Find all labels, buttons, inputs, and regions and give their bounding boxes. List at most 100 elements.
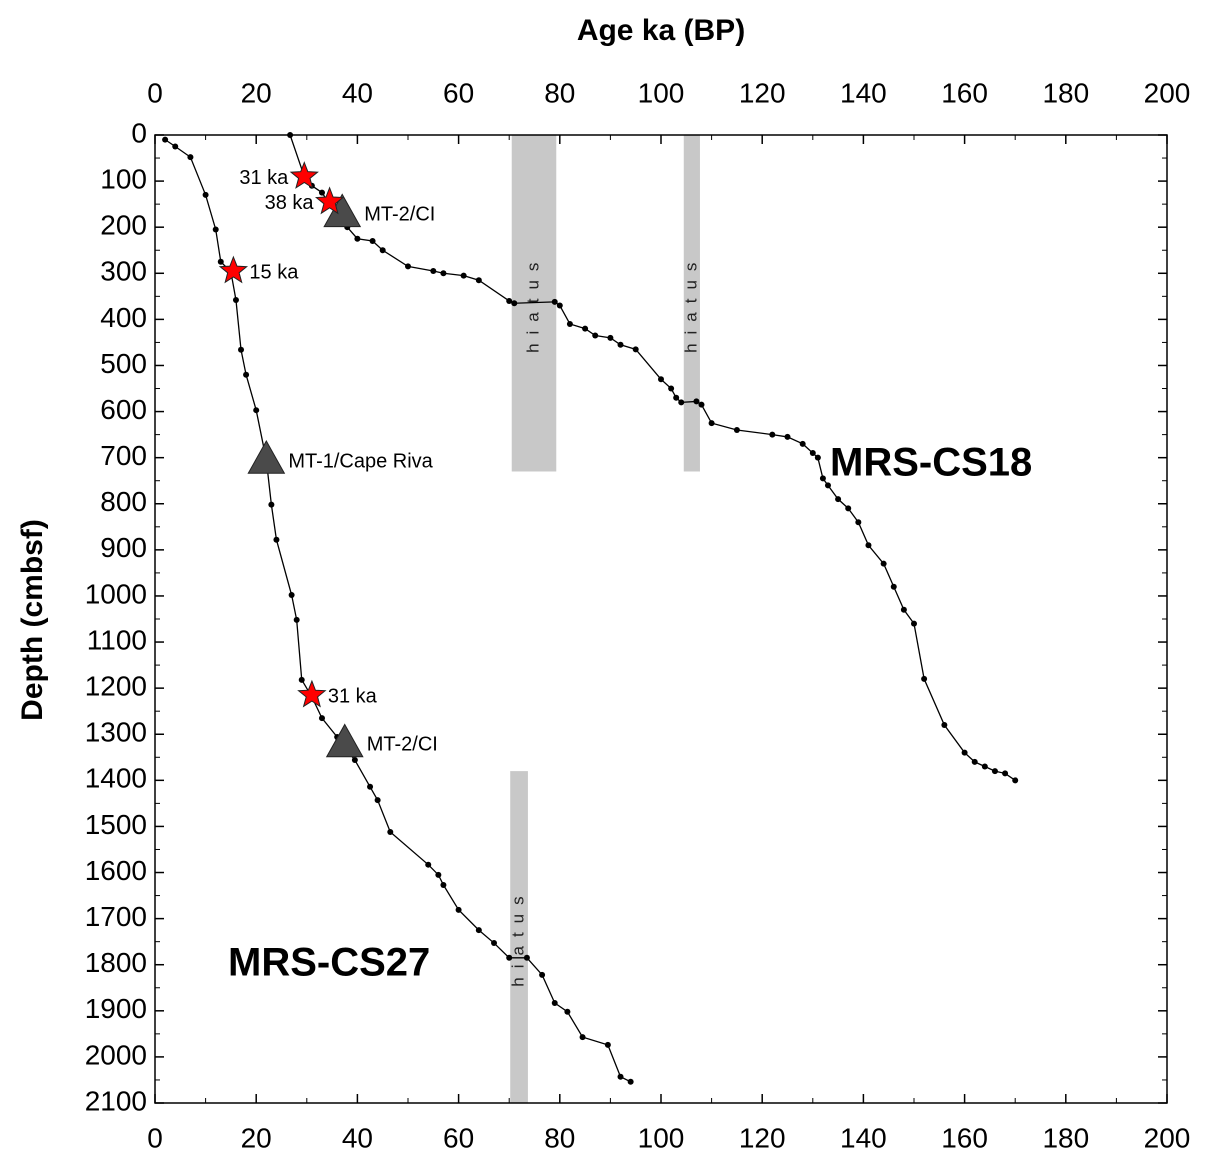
data-point — [243, 371, 250, 378]
data-point — [374, 797, 381, 804]
data-point — [287, 132, 294, 138]
data-point — [733, 427, 740, 434]
series-label: MRS-CS27 — [228, 941, 430, 985]
data-point — [890, 583, 897, 590]
x-tick-label: 100 — [638, 77, 685, 108]
y-tick-label: 1300 — [85, 717, 147, 748]
data-point — [369, 238, 376, 245]
data-point — [579, 1034, 586, 1041]
data-point — [460, 272, 467, 279]
data-point — [430, 267, 437, 274]
data-point — [900, 606, 907, 613]
y-tick-label: 800 — [100, 486, 147, 517]
series-line — [289, 134, 1016, 781]
y-tick-label: 200 — [100, 210, 147, 241]
data-point — [238, 346, 245, 353]
data-point — [172, 143, 179, 150]
data-point — [440, 270, 447, 277]
data-point — [799, 440, 806, 447]
data-point — [678, 399, 685, 406]
x-tick-label: 120 — [739, 77, 786, 108]
data-point — [845, 505, 852, 512]
data-point — [627, 1078, 634, 1085]
x-tick-label: 20 — [241, 77, 272, 108]
date-marker — [314, 186, 345, 215]
data-point — [604, 1041, 611, 1048]
y-tick-label: 1800 — [85, 947, 147, 978]
x-tick-label: 160 — [941, 77, 988, 108]
data-point — [539, 971, 546, 978]
series-label: MRS-CS18 — [830, 441, 1032, 485]
data-point — [298, 676, 305, 683]
data-point — [564, 1008, 571, 1015]
data-point — [668, 385, 675, 392]
date-marker — [297, 679, 327, 708]
x-tick-label: 40 — [342, 1122, 373, 1153]
x-tick-label: 80 — [544, 77, 575, 108]
data-point — [475, 927, 482, 934]
data-point — [232, 297, 239, 304]
y-axis-title: Depth (cmbsf) — [16, 519, 49, 721]
data-point — [288, 592, 295, 599]
data-point — [911, 620, 917, 627]
data-point — [273, 536, 280, 543]
tephra-label: MT-2/CI — [367, 734, 438, 756]
data-point — [991, 768, 998, 775]
data-point — [506, 297, 513, 304]
y-tick-label: 1000 — [85, 578, 147, 609]
data-point — [658, 376, 664, 383]
x-tick-label: 120 — [739, 1122, 786, 1153]
x-tick-label: 200 — [1144, 77, 1191, 108]
data-point — [268, 501, 275, 508]
data-point — [475, 277, 482, 284]
data-point — [617, 1073, 624, 1080]
y-tick-label: 1400 — [85, 763, 147, 794]
date-label: 38 ka — [265, 192, 315, 214]
data-point — [865, 542, 872, 549]
data-point — [435, 871, 442, 878]
y-tick-label: 400 — [100, 302, 147, 333]
data-point — [405, 263, 411, 270]
y-tick-label: 900 — [100, 532, 147, 563]
y-tick-label: 2100 — [85, 1085, 147, 1116]
data-point — [523, 954, 530, 961]
data-point — [455, 906, 462, 913]
x-axis-title: Age ka (BP) — [577, 14, 745, 47]
hiatus-bar — [683, 135, 700, 472]
data-point — [814, 454, 821, 461]
y-tick-label: 500 — [100, 348, 147, 379]
tephra-label: MT-1/Cape Riva — [288, 450, 433, 472]
date-marker — [218, 255, 249, 284]
x-tick-label: 60 — [443, 77, 474, 108]
data-point — [592, 332, 599, 339]
x-tick-label: 140 — [840, 77, 887, 108]
data-point — [582, 325, 589, 332]
data-point — [511, 300, 518, 307]
data-point — [809, 450, 816, 457]
data-point — [1002, 770, 1009, 777]
data-point — [693, 398, 700, 405]
y-tick-label: 600 — [100, 394, 147, 425]
y-tick-label: 100 — [100, 163, 147, 194]
data-point — [440, 881, 447, 888]
data-point — [1012, 777, 1019, 784]
y-tick-label: 2000 — [85, 1039, 147, 1070]
data-point — [187, 154, 194, 161]
data-point — [556, 302, 563, 309]
y-tick-label: 700 — [100, 440, 147, 471]
x-tick-label: 100 — [638, 1122, 685, 1153]
data-point — [941, 722, 948, 729]
data-point — [921, 675, 928, 682]
data-point — [880, 560, 887, 567]
x-tick-label: 40 — [342, 77, 373, 108]
data-point — [217, 258, 224, 265]
date-label: 31 ka — [239, 167, 289, 189]
data-point — [607, 334, 614, 341]
data-point — [367, 783, 374, 790]
data-point — [551, 298, 558, 305]
x-tick-label: 140 — [840, 1122, 887, 1153]
data-point — [566, 320, 573, 327]
y-tick-label: 1100 — [87, 624, 147, 655]
y-tick-label: 1700 — [85, 901, 147, 932]
date-label: 15 ka — [249, 261, 299, 283]
